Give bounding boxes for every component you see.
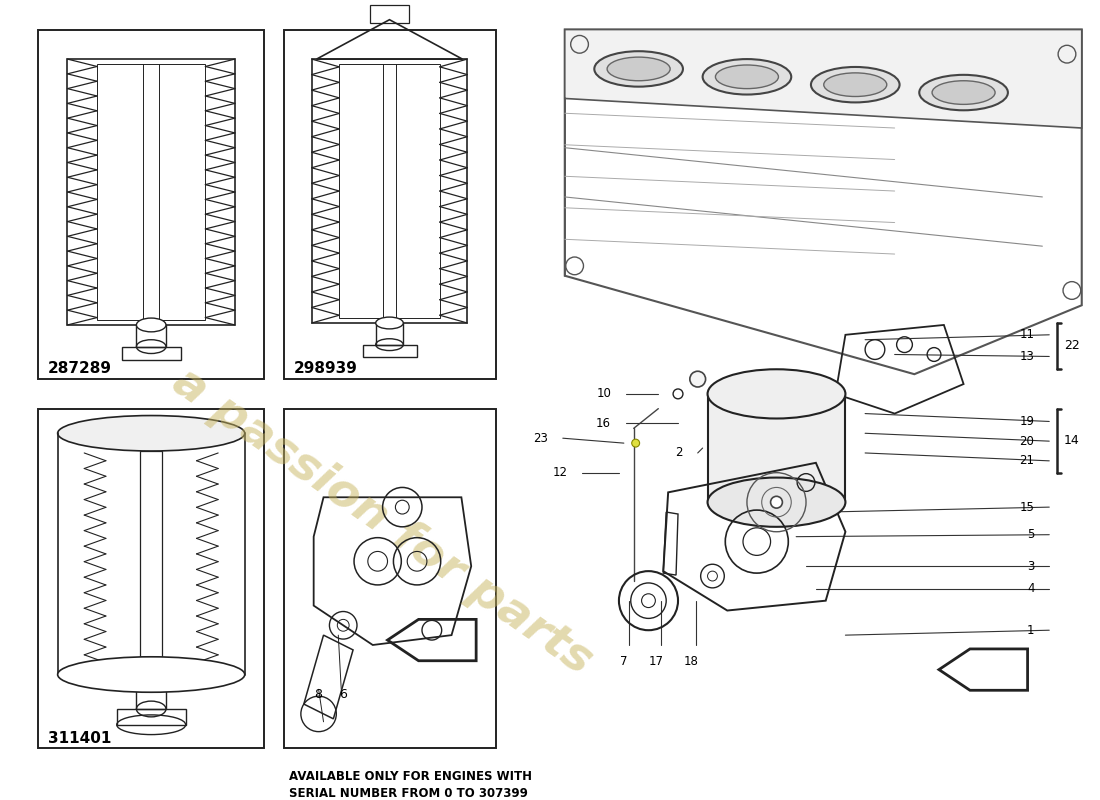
Circle shape — [631, 439, 639, 447]
Bar — [67, 59, 235, 325]
Bar — [37, 30, 264, 379]
Ellipse shape — [594, 51, 683, 86]
Bar — [311, 59, 468, 323]
Polygon shape — [564, 30, 1081, 128]
Text: 16: 16 — [596, 417, 612, 430]
Text: 287289: 287289 — [47, 362, 112, 376]
Text: 12: 12 — [552, 466, 568, 479]
Bar — [122, 346, 180, 361]
Text: 10: 10 — [596, 387, 612, 400]
Bar — [284, 409, 496, 748]
Text: 18: 18 — [683, 655, 698, 668]
Bar — [136, 674, 166, 709]
Text: 3: 3 — [1027, 560, 1034, 573]
Bar — [376, 323, 404, 345]
Text: 311401: 311401 — [47, 730, 111, 746]
Ellipse shape — [707, 370, 846, 418]
Circle shape — [641, 594, 656, 607]
Text: 7: 7 — [620, 655, 628, 668]
Ellipse shape — [707, 478, 846, 527]
Ellipse shape — [920, 75, 1008, 110]
Text: 22: 22 — [1064, 339, 1080, 352]
Ellipse shape — [376, 317, 404, 329]
Ellipse shape — [824, 73, 887, 97]
Ellipse shape — [811, 67, 900, 102]
Ellipse shape — [57, 657, 244, 692]
Text: 14: 14 — [1064, 434, 1080, 446]
Text: 5: 5 — [1027, 528, 1034, 541]
Ellipse shape — [703, 59, 791, 94]
Bar — [370, 5, 409, 22]
Text: SERIAL NUMBER FROM 0 TO 307399: SERIAL NUMBER FROM 0 TO 307399 — [289, 786, 528, 800]
Ellipse shape — [136, 318, 166, 332]
Text: 20: 20 — [1020, 434, 1034, 448]
Bar — [117, 709, 186, 725]
Bar — [284, 30, 496, 379]
Text: 298939: 298939 — [294, 362, 358, 376]
Bar — [363, 345, 417, 358]
Bar — [339, 64, 440, 318]
Text: 21: 21 — [1020, 454, 1034, 467]
Bar — [136, 325, 166, 346]
Bar — [97, 64, 206, 320]
Bar — [37, 409, 264, 748]
Bar — [141, 451, 162, 658]
Ellipse shape — [57, 415, 244, 451]
Text: 19: 19 — [1020, 415, 1034, 428]
Text: 2: 2 — [675, 446, 683, 459]
Text: 23: 23 — [534, 432, 548, 445]
Circle shape — [771, 496, 782, 508]
Text: 13: 13 — [1020, 350, 1034, 363]
Text: AVAILABLE ONLY FOR ENGINES WITH: AVAILABLE ONLY FOR ENGINES WITH — [289, 770, 532, 783]
Text: 11: 11 — [1020, 328, 1034, 342]
Ellipse shape — [715, 65, 779, 89]
Text: 15: 15 — [1020, 501, 1034, 514]
Ellipse shape — [607, 57, 670, 81]
Text: 17: 17 — [649, 655, 663, 668]
Ellipse shape — [932, 81, 996, 104]
Text: 1: 1 — [1027, 624, 1034, 637]
Bar — [707, 394, 846, 502]
Text: 4: 4 — [1027, 582, 1034, 595]
Text: 6: 6 — [339, 688, 348, 701]
Text: 8: 8 — [315, 688, 322, 701]
Circle shape — [690, 371, 705, 387]
Text: a passion for parts: a passion for parts — [164, 359, 601, 684]
